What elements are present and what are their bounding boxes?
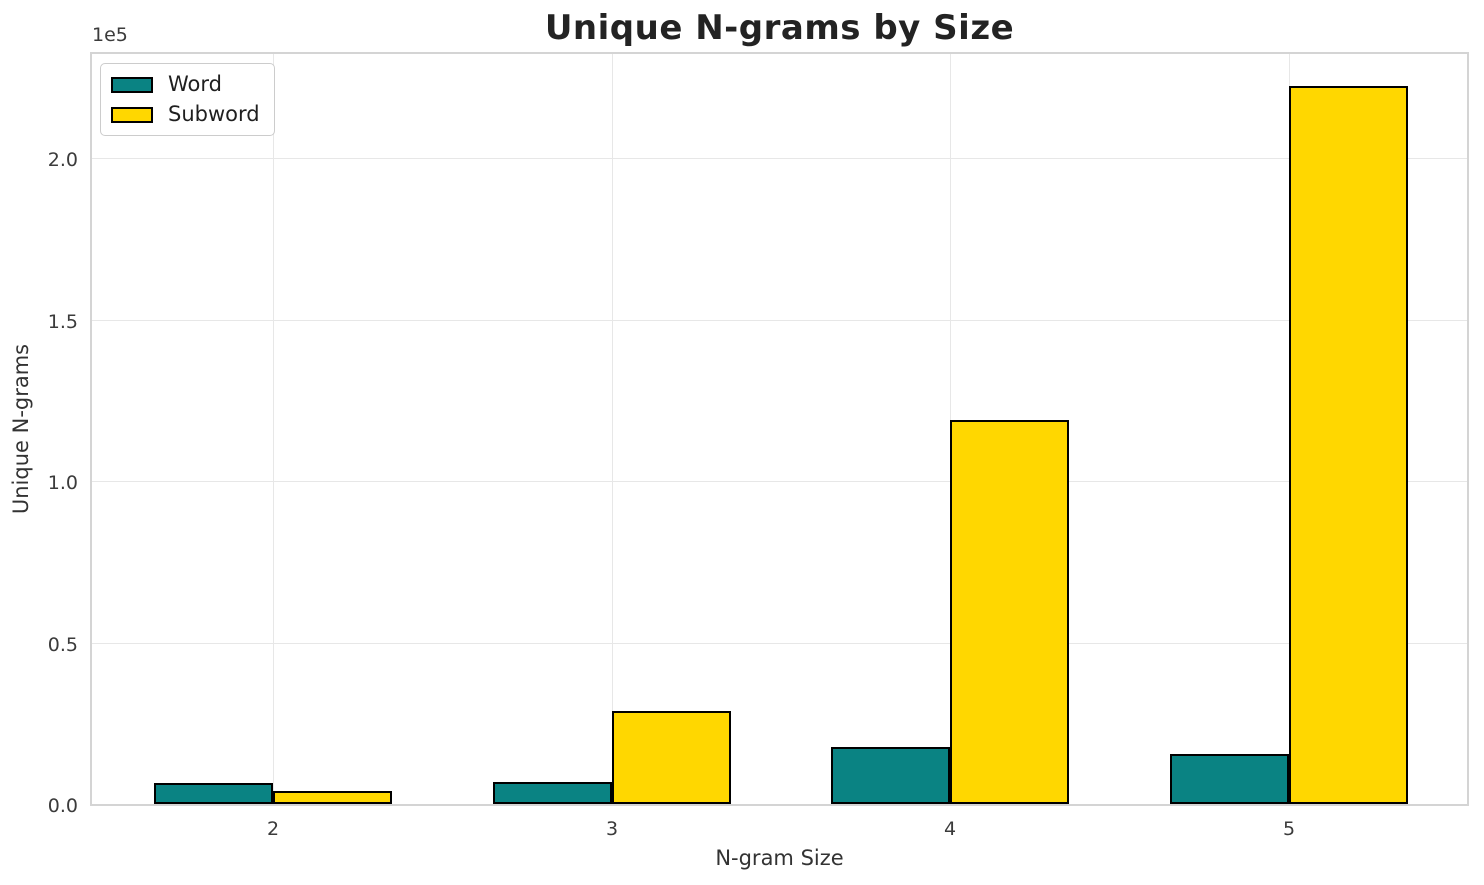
gridline-horizontal [92,642,1467,644]
legend-label: Subword [168,102,260,127]
gridline-vertical [273,54,274,804]
x-tick-label: 5 [1282,818,1296,840]
legend-item-subword: Subword [111,102,260,127]
x-axis-label: N-gram Size [715,846,844,870]
plot-area: Word Subword [90,52,1469,806]
gridline-horizontal [92,158,1467,159]
legend-swatch-word [111,76,153,93]
x-tick-label: 4 [943,818,957,840]
y-tick-label: 0.5 [47,633,78,656]
legend-item-word: Word [111,72,260,96]
bar-word-ngram-5 [1170,754,1289,804]
y-tick-label: 2.0 [47,149,78,171]
gridline-horizontal [92,319,1467,321]
legend-swatch-subword [111,106,153,123]
bar-word-ngram-4 [831,747,950,804]
legend: Word Subword [100,63,275,137]
bar-subword-ngram-3 [612,711,731,804]
bar-word-ngram-2 [154,783,273,804]
gridline-horizontal [92,481,1467,482]
y-tick-label: 0.0 [47,795,78,817]
bar-word-ngram-3 [493,782,612,804]
x-tick-label: 3 [605,818,619,840]
gridline-vertical [612,54,613,804]
bar-subword-ngram-5 [1289,86,1408,804]
x-tick-label: 2 [266,818,280,840]
bar-subword-ngram-2 [273,791,392,804]
legend-label: Word [168,72,222,96]
y-tick-label: 1.5 [47,310,78,333]
y-tick-label: 1.0 [47,472,78,494]
y-axis-label: Unique N-grams [9,343,33,515]
bar-subword-ngram-4 [950,420,1069,804]
y-axis-offset-label: 1e5 [92,24,128,46]
chart-title: Unique N-grams by Size [544,8,1015,48]
